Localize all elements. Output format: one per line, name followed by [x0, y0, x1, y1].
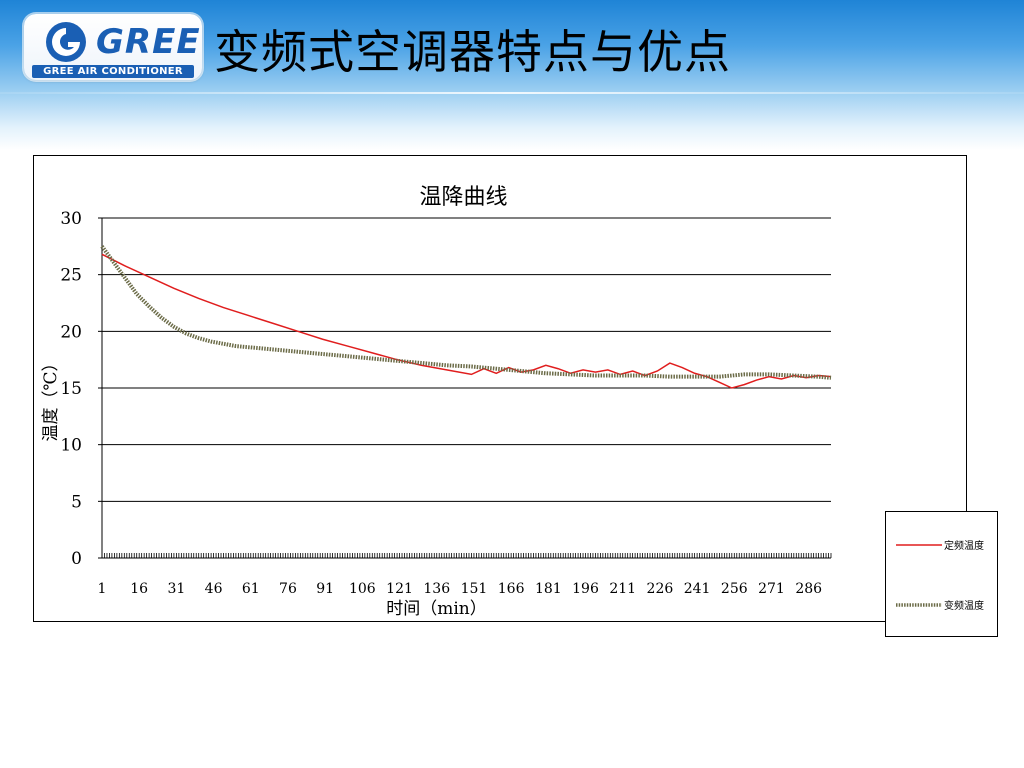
x-tick-label: 241 [684, 581, 711, 597]
y-tick-label: 0 [71, 549, 82, 569]
x-tick-label: 1 [98, 581, 107, 597]
x-tick-label: 61 [242, 581, 260, 597]
x-tick-label: 121 [386, 581, 413, 597]
gree-logo: GREE GREE AIR CONDITIONER [24, 14, 202, 80]
x-tick-label: 106 [349, 581, 376, 597]
gree-logo-mark [46, 22, 86, 62]
y-axis-label: 温度（℃） [41, 354, 61, 441]
x-tick-label: 91 [316, 581, 334, 597]
logo-subtitle: GREE AIR CONDITIONER [32, 65, 194, 78]
chart-frame: 温降曲线 0 5 10 15 20 25 30 1 16 31 46 61 76 91 106 121 136 15… [33, 155, 998, 637]
x-tick-label: 256 [721, 581, 748, 597]
x-tick-label: 16 [130, 581, 148, 597]
y-tick-label: 20 [60, 322, 82, 342]
series-line-inverter [100, 245, 832, 380]
slide-title: 变频式空调器特点与优点 [214, 25, 731, 79]
x-tick-label: 226 [647, 581, 674, 597]
x-minor-ticks [101, 553, 832, 558]
header-highlight-line [0, 92, 1024, 94]
y-tick-label: 5 [71, 492, 82, 512]
x-tick-label: 181 [535, 581, 562, 597]
x-tick-label: 31 [167, 581, 185, 597]
x-tick-label: 136 [423, 581, 450, 597]
legend-label: 变频温度 [944, 599, 984, 612]
y-tick-label: 10 [60, 436, 82, 456]
logo-brand-text: GREE [96, 22, 201, 62]
chart-legend: 定频温度 变频温度 [885, 511, 998, 637]
y-tick-label: 25 [60, 266, 82, 286]
y-tick-label: 30 [60, 209, 82, 229]
x-tick-label: 286 [795, 581, 822, 597]
x-axis-label: 时间（min） [386, 599, 487, 619]
x-tick-label: 196 [572, 581, 599, 597]
x-tick-label: 166 [498, 581, 525, 597]
x-tick-label: 271 [758, 581, 785, 597]
legend-label: 定频温度 [944, 539, 984, 552]
x-tick-label: 151 [461, 581, 488, 597]
series-line-fixed [101, 253, 832, 389]
x-tick-label: 211 [609, 581, 636, 597]
y-tick-label: 15 [60, 379, 82, 399]
chart-title: 温降曲线 [419, 185, 507, 210]
temperature-drop-chart: 温降曲线 0 5 10 15 20 25 30 1 16 31 46 61 76 91 106 121 136 15… [41, 185, 832, 619]
x-tick-label: 46 [205, 581, 223, 597]
x-tick-label: 76 [279, 581, 297, 597]
